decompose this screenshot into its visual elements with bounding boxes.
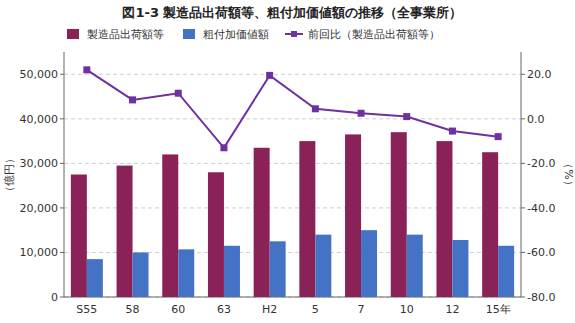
legend-swatch [291,31,297,37]
tick-mark [60,207,64,208]
y2-tick-label: -80.0 [527,291,555,304]
x-tick-label: 60 [171,303,185,316]
tick-mark [60,297,64,298]
y-tick-label: 20,000 [20,202,59,215]
marker [83,66,90,73]
bar [391,132,407,297]
y-tick-label: 10,000 [20,246,59,259]
x-tick-label: 5 [312,303,319,316]
bar-series [87,230,514,297]
bar [498,246,514,297]
y2-tick-label: -60.0 [527,246,555,259]
bar [224,246,240,297]
y2-tick-label: -20.0 [527,157,555,170]
tick-mark [60,118,64,119]
grid-line [64,163,521,164]
x-tick-label: H2 [262,303,277,316]
x-tick-label: 63 [217,303,231,316]
marker [129,96,136,103]
marks [71,66,514,297]
bar-series [71,132,498,297]
marker [403,113,410,120]
bar [452,240,468,297]
marker [495,133,502,140]
bar [178,249,194,297]
legend: 製造品出荷額等 粗付加価値額 前回比（製造品出荷額等） [67,28,440,41]
y2-tick-label: -40.0 [527,202,555,215]
grid [64,74,521,297]
tick-mark [521,74,525,75]
bar [407,235,423,297]
y-tick-label: 30,000 [20,157,59,170]
marker [220,144,227,151]
marker [312,105,319,112]
bar [117,166,133,297]
x-tick-label: 10 [400,303,414,316]
bar [162,154,178,297]
legend-swatch [183,29,195,39]
tick-mark [521,207,525,208]
tick-mark [521,163,525,164]
x-tick-label: 12 [445,303,459,316]
y2-axis-label: （%） [562,158,575,190]
y-axis-line [64,52,65,297]
x-tick-label: S55 [76,303,97,316]
bar [208,172,224,297]
legend-label: 粗付加価値額 [203,28,269,41]
title: 図1-3 製造品出荷額等、粗付加価値額の推移（全事業所） [122,5,462,20]
bar [482,152,498,297]
y-axis-label: （億円） [3,153,16,197]
bar [315,235,331,297]
x-tick-label: 15年 [486,303,511,316]
marker [266,72,273,79]
tick-mark [521,252,525,253]
marker [358,110,365,117]
bar [254,148,270,297]
marker [449,128,456,135]
tick-mark [521,118,525,119]
legend-label: 前回比（製造品出荷額等） [308,28,440,41]
bar [71,175,87,298]
grid-line [64,118,521,119]
y2-tick-label: 0.0 [527,113,545,126]
y2-axis-line [521,52,522,297]
y-tick-label: 50,000 [20,68,59,81]
tick-mark [60,74,64,75]
legend-label: 製造品出荷額等 [87,28,164,41]
line-series [83,66,501,151]
tick-mark [60,163,64,164]
bar [436,141,452,297]
legend-swatch [67,29,79,39]
bar [299,141,315,297]
x-tick-label: 58 [126,303,140,316]
y2-tick-label: 20.0 [527,68,552,81]
bar [133,252,149,297]
bar [345,134,361,297]
chart: 図1-3 製造品出荷額等、粗付加価値額の推移（全事業所） 0 10,000 20,00… [0,0,575,323]
bar [270,241,286,297]
y-tick-label: 0 [51,291,58,304]
tick-mark [60,252,64,253]
bar [361,230,377,297]
grid-line [64,74,521,75]
tick-mark [521,297,525,298]
y-tick-label: 40,000 [20,113,59,126]
line [87,70,498,148]
x-tick-label: 7 [358,303,365,316]
marker [175,90,182,97]
bar [87,259,103,297]
